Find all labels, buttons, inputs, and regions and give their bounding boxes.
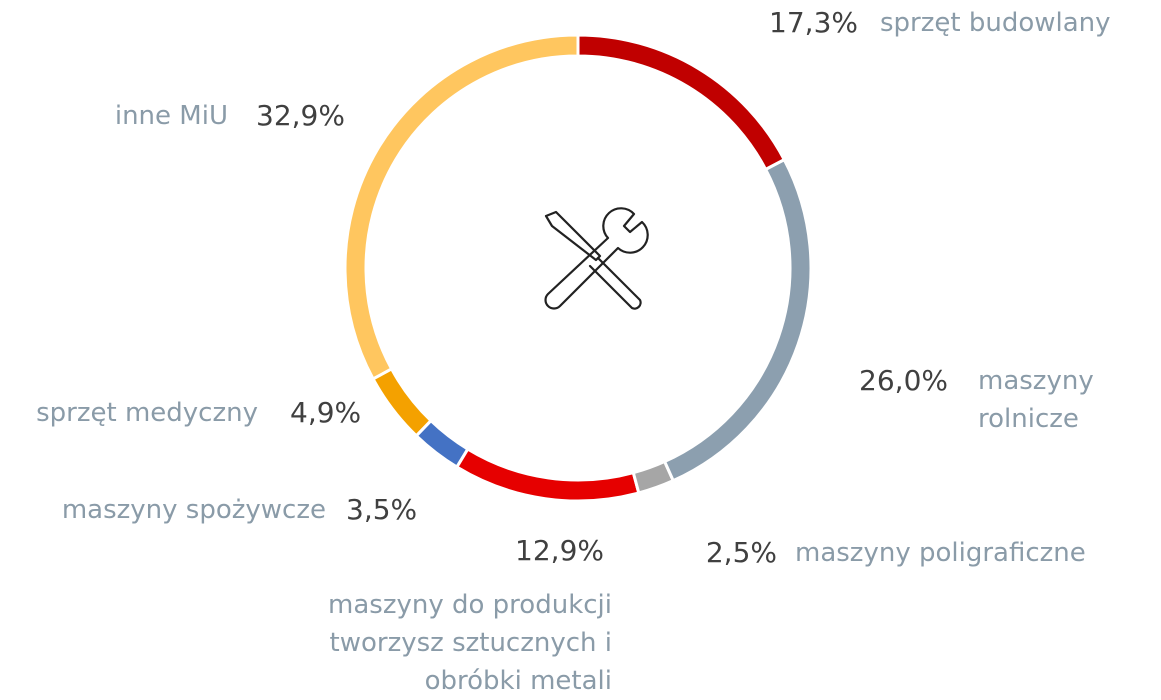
value-label: 2,5% <box>705 536 777 569</box>
value-label: 26,0% <box>859 364 948 397</box>
tools-icon <box>544 207 649 310</box>
category-label: maszyny rolnicze <box>978 366 1094 434</box>
donut-segment <box>371 366 434 438</box>
category-label: sprzęt medyczny <box>36 398 258 428</box>
category-label: sprzęt budowlany <box>880 8 1111 38</box>
category-label: maszyny spożywcze <box>61 495 326 525</box>
value-label: 4,9% <box>290 396 362 429</box>
donut-segment <box>662 157 813 483</box>
donut-segment <box>343 33 580 381</box>
value-label: 32,9% <box>256 99 345 132</box>
value-label: 12,9% <box>515 534 604 567</box>
category-label: maszyny poligraficzne <box>795 538 1086 568</box>
donut-segment <box>454 447 641 503</box>
value-label: 17,3% <box>769 6 858 39</box>
category-label: maszyny do produkcji tworzysz sztucznych… <box>328 590 612 696</box>
donut-segment <box>631 459 676 495</box>
donut-segment <box>414 418 470 470</box>
donut-segment <box>576 33 787 172</box>
category-label: inne MiU <box>114 101 228 131</box>
value-label: 3,5% <box>346 493 418 526</box>
